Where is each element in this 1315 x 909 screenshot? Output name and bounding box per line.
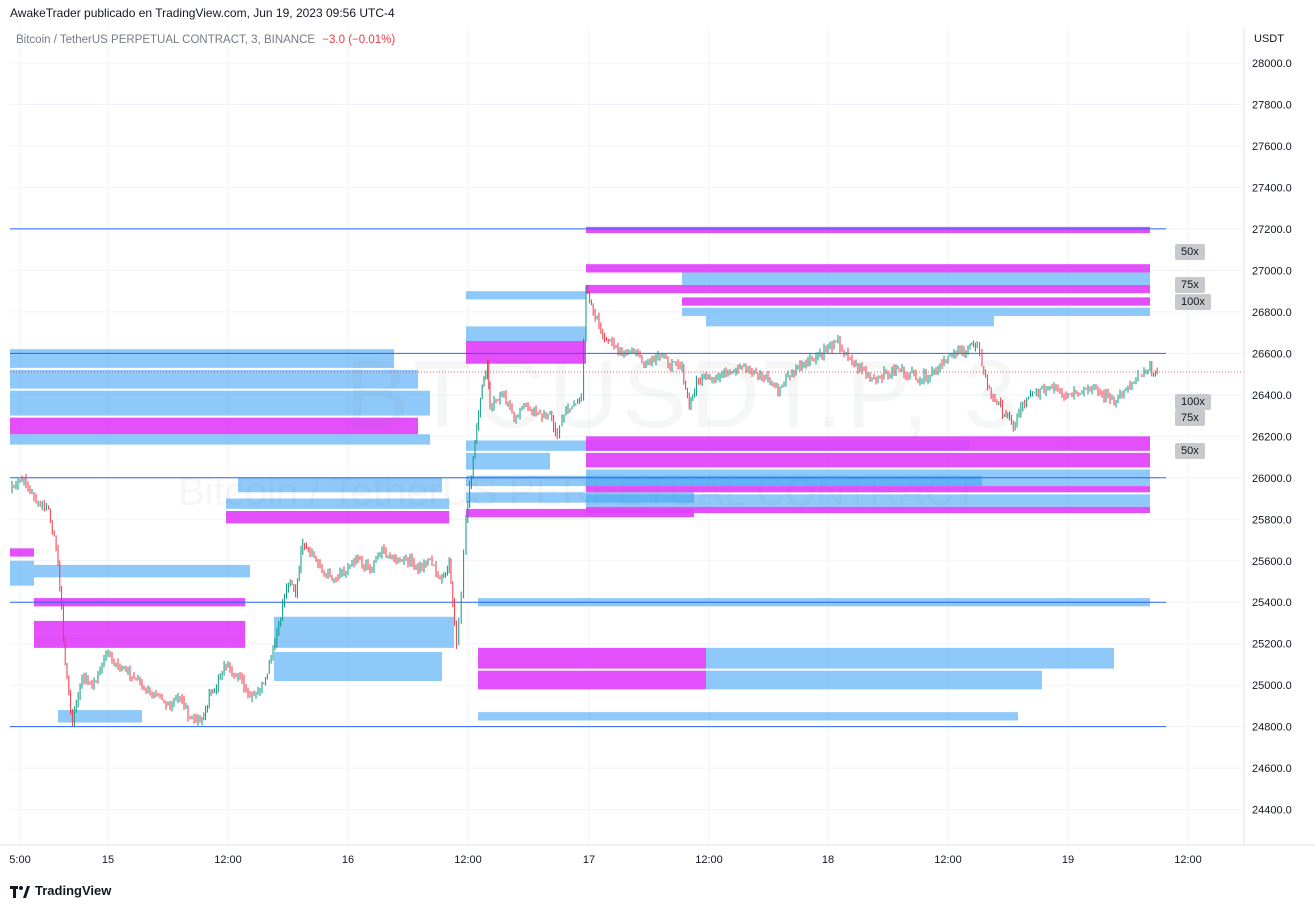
liquidity-band: [10, 369, 418, 389]
liquidity-band: [478, 647, 706, 669]
price-change: −3.0 (−0.01%): [322, 34, 396, 46]
x-tick-label: 18: [822, 854, 834, 866]
watermark-ticker: BTCUSDT.P, 3: [345, 341, 1021, 448]
liquidity-band: [466, 508, 694, 518]
symbol-title: Bitcoin / TetherUS PERPETUAL CONTRACT, 3…: [16, 34, 316, 46]
y-tick-label: 24800.0: [1252, 722, 1292, 734]
x-tick-label: 19: [1062, 854, 1074, 866]
liquidation-tag-100x: 100x: [1175, 394, 1211, 410]
x-tick-label: 12:00: [934, 854, 962, 866]
y-tick-label: 25400.0: [1252, 597, 1292, 609]
tradingview-logo[interactable]: TradingView: [10, 883, 111, 898]
y-tick-label: 26200.0: [1252, 431, 1292, 443]
y-tick-label: 25600.0: [1252, 556, 1292, 568]
liquidity-band: [10, 548, 34, 557]
liquidity-heatmap: [10, 226, 1150, 723]
y-tick-label: 25800.0: [1252, 514, 1292, 526]
y-tick-label: 26600.0: [1252, 348, 1292, 360]
liquidation-tag-75x: 75x: [1175, 277, 1205, 293]
y-tick-label: 26000.0: [1252, 473, 1292, 485]
y-tick-label: 25200.0: [1252, 639, 1292, 651]
liquidity-band: [274, 616, 454, 648]
liquidity-band: [706, 647, 1114, 669]
liquidity-band: [34, 620, 246, 634]
liquidity-band: [466, 340, 586, 364]
brand-name: TradingView: [35, 883, 112, 898]
liquidity-band: [58, 710, 142, 723]
liquidity-band: [10, 434, 430, 445]
liquidity-band: [586, 486, 1150, 493]
liquidity-band: [466, 291, 586, 300]
liquidity-band: [466, 452, 550, 470]
liquidity-band: [10, 349, 394, 368]
x-tick-label: 12:00: [1174, 854, 1202, 866]
liquidity-band: [682, 307, 1150, 317]
chart-axes: 28000.0 27800.0 27600.0 27400.0 27200.0 27000…: [0, 28, 1315, 866]
liquidity-band: [34, 633, 246, 648]
liquidity-band: [586, 264, 1150, 273]
tradingview-logo-icon: [10, 885, 30, 898]
y-tick-label: 27800.0: [1252, 99, 1292, 111]
y-tick-label: 27000.0: [1252, 265, 1292, 277]
x-tick-label: 16: [342, 854, 354, 866]
price-series: [11, 285, 1158, 728]
liquidity-band: [226, 510, 450, 524]
symbol-legend[interactable]: Bitcoin / TetherUS PERPETUAL CONTRACT, 3…: [16, 34, 395, 46]
watermark-description: Bitcoin / TetherUS PERPETUAL CONTRACT: [178, 470, 979, 514]
y-tick-label: 27600.0: [1252, 141, 1292, 153]
liquidity-band: [706, 670, 1042, 690]
y-tick-label: 25000.0: [1252, 680, 1292, 692]
liquidity-band: [586, 436, 1150, 451]
liquidity-band: [466, 492, 694, 503]
y-tick-label: 24400.0: [1252, 805, 1292, 817]
liquidity-band: [586, 452, 1150, 468]
y-tick-label: 26400.0: [1252, 390, 1292, 402]
x-tick-label: 12:00: [695, 854, 723, 866]
y-tick-label: 26800.0: [1252, 307, 1292, 319]
currency-label: USDT: [1254, 33, 1284, 45]
liquidity-band: [10, 560, 34, 586]
y-tick-label: 24600.0: [1252, 763, 1292, 775]
x-tick-label: 12:00: [214, 854, 242, 866]
liquidity-band: [682, 297, 1150, 306]
y-tick-label: 28000.0: [1252, 58, 1292, 70]
liquidity-band: [682, 272, 1150, 285]
liquidation-tag-50x: 50x: [1175, 244, 1205, 260]
liquidation-tag-50x: 50x: [1175, 443, 1205, 459]
liquidity-band: [274, 652, 442, 682]
level-lines: [10, 228, 1244, 728]
liquidity-band: [586, 284, 1150, 294]
liquidity-band: [586, 506, 1150, 514]
liquidity-band: [478, 670, 706, 690]
liquidity-band: [586, 226, 1150, 234]
liquidity-band: [586, 494, 1150, 507]
x-tick-label: 17: [583, 854, 595, 866]
liquidity-band: [34, 564, 250, 578]
liquidity-band: [10, 417, 418, 435]
x-tick-label: 12:00: [454, 854, 482, 866]
x-tick-label: 15: [102, 854, 114, 866]
liquidity-band: [706, 316, 994, 327]
liquidity-band: [466, 326, 586, 341]
x-tick-label: 5:00: [9, 854, 30, 866]
liquidity-band: [226, 498, 450, 509]
y-tick-label: 27400.0: [1252, 182, 1292, 194]
liquidity-band: [10, 390, 430, 416]
liquidity-band: [478, 712, 1018, 721]
publication-info: AwakeTrader publicado en TradingView.com…: [10, 6, 395, 20]
liquidation-tag-100x: 100x: [1175, 294, 1211, 310]
liquidation-tag-75x: 75x: [1175, 410, 1205, 426]
liquidity-band: [238, 477, 442, 493]
y-tick-label: 27200.0: [1252, 224, 1292, 236]
